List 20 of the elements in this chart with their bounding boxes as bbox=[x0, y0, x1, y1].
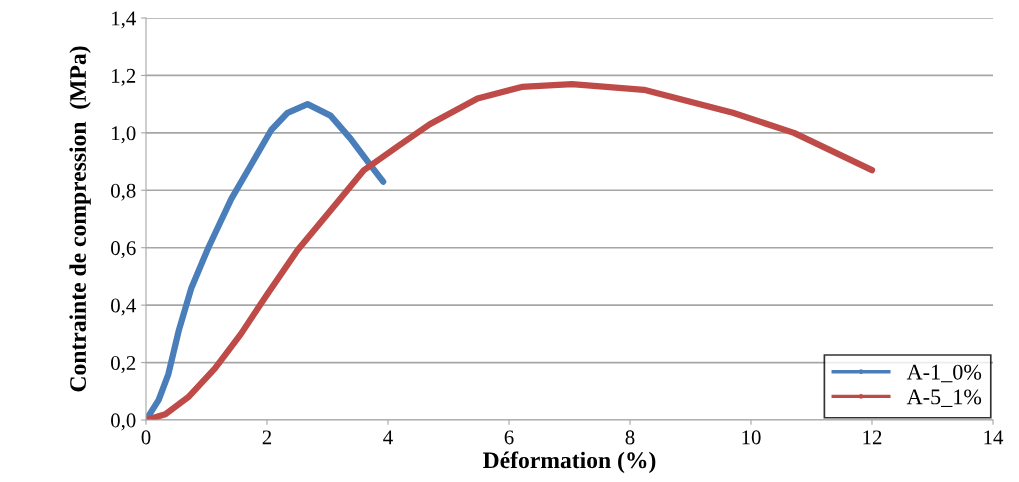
x-tick-label: 14 bbox=[984, 430, 1004, 445]
x-tick-label: 0 bbox=[141, 430, 151, 445]
legend-label: A-5_1% bbox=[906, 389, 982, 408]
legend-label: A-1_0% bbox=[906, 364, 982, 383]
x-axis-title: Déformation (%) bbox=[483, 451, 656, 474]
y-tick-label: 1,2 bbox=[112, 68, 136, 86]
y-tick-label: 1,0 bbox=[112, 126, 136, 144]
x-tick-label: 8 bbox=[625, 430, 635, 445]
y-tick-label: 1,4 bbox=[112, 11, 136, 29]
x-tick-label: 10 bbox=[742, 430, 761, 445]
x-tick-label: 2 bbox=[262, 430, 272, 445]
y-axis-title: Contrainte de compression (MPa) bbox=[69, 46, 91, 392]
y-tick-label: 0,8 bbox=[111, 183, 136, 201]
y-tick-label: 0,0 bbox=[111, 413, 136, 431]
y-tick-label: 0,2 bbox=[111, 355, 136, 373]
x-tick-label: 4 bbox=[383, 430, 393, 445]
x-tick-label: 6 bbox=[504, 430, 514, 445]
y-tick-label: 0,6 bbox=[111, 241, 136, 259]
x-tick-label: 12 bbox=[863, 430, 882, 445]
y-tick-label: 0,4 bbox=[111, 298, 136, 316]
